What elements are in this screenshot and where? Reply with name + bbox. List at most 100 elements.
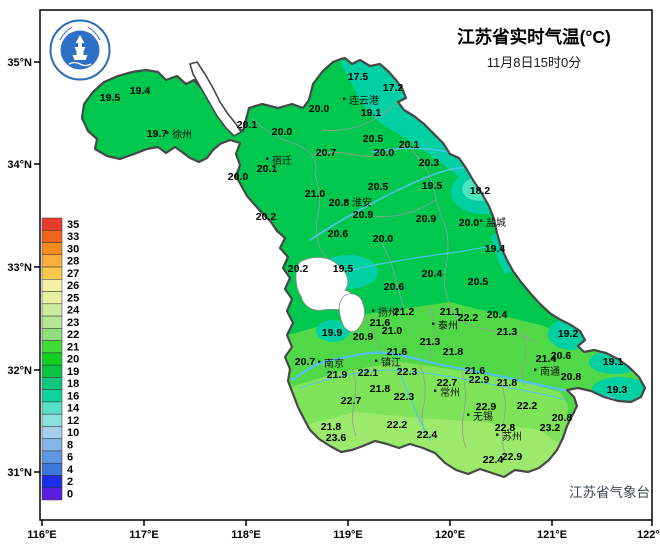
legend-value: 8 <box>67 439 73 451</box>
city-dot <box>343 97 346 100</box>
temp-label: 22.4 <box>483 454 504 466</box>
lon-tick-label: 119°E <box>333 529 362 541</box>
lon-tick-label: 116°E <box>27 529 56 541</box>
legend-swatch <box>41 254 63 268</box>
lon-axis: 116°E 117°E 118°E 119°E 120°E 121°E 122°E <box>27 520 660 541</box>
legend-swatch <box>41 340 63 354</box>
legend-value: 27 <box>67 268 79 280</box>
lon-tick-label: 118°E <box>231 529 260 541</box>
legend-swatch <box>41 230 63 243</box>
temp-label: 19.1 <box>603 356 624 368</box>
temp-label: 19.5 <box>100 92 121 104</box>
plot-frame <box>39 9 653 521</box>
timestamp: 11月8日15时0分 <box>486 55 582 70</box>
temp-label: 20.2 <box>256 211 277 223</box>
city-label: 淮安 <box>352 196 372 209</box>
province-outline <box>80 56 647 479</box>
city-dot <box>166 131 169 134</box>
legend-value: 18 <box>67 378 79 390</box>
legend-swatch <box>41 377 63 390</box>
legend-swatch <box>41 389 63 403</box>
city-label: 镇江 <box>381 356 401 369</box>
temp-label: 21.3 <box>497 326 518 338</box>
temp-label: 20.9 <box>353 331 374 343</box>
temp-label: 20.6 <box>384 281 405 293</box>
city-dot <box>266 157 269 160</box>
city-label: 徐州 <box>172 128 192 141</box>
weishan-lake <box>189 61 243 137</box>
legend-swatch <box>41 462 63 476</box>
city-dot <box>434 389 437 392</box>
temp-label: 20.0 <box>228 171 249 183</box>
lon-tick-label: 120°E <box>435 529 465 541</box>
lon-tick-label: 122°E <box>637 529 660 541</box>
legend-swatch <box>41 475 63 488</box>
temp-label: 23.2 <box>540 422 561 434</box>
legend-swatch <box>41 352 63 366</box>
legend-swatch <box>41 291 63 305</box>
temp-label: 20.0 <box>459 217 480 229</box>
temp-label: 21.1 <box>440 306 461 318</box>
city-label: 宿迁 <box>272 154 292 167</box>
temp-label: 20.1 <box>399 139 420 151</box>
page-title: 江苏省实时气温(°C) <box>457 27 611 47</box>
temp-label: 20.3 <box>419 157 440 169</box>
legend-swatch <box>41 413 63 427</box>
city-label: 扬州 <box>378 306 398 319</box>
lat-axis: 31°N 32°N 33°N 34°N 35°N <box>7 57 40 479</box>
legend-value: 12 <box>67 415 79 427</box>
temp-label: 19.7 <box>147 128 168 140</box>
lat-tick-label: 32°N <box>7 365 32 377</box>
legend-labels: 3533302827262524232221201918161412108642… <box>67 219 80 501</box>
temp-label: 18.2 <box>470 185 491 197</box>
stations-layer: 19.5 19.4 19.7 20.1 20.0 20.0 17.5 17.2 19.1 20.5… <box>100 71 628 466</box>
temp-label: 20.9 <box>416 213 437 225</box>
temp-label: 22.4 <box>417 429 438 441</box>
temp-label: 20.8 <box>561 371 582 383</box>
temp-label: 21.8 <box>321 421 342 433</box>
temp-label: 21.0 <box>382 325 403 337</box>
city-dot <box>534 368 537 371</box>
temp-label: 20.1 <box>237 119 258 131</box>
city-label: 南京 <box>324 357 344 370</box>
legend-swatch <box>41 315 63 329</box>
legend-value: 6 <box>67 452 73 464</box>
legend-swatch <box>41 266 63 280</box>
temp-label: 22.2 <box>387 419 408 431</box>
temp-label: 20.6 <box>551 350 572 362</box>
temp-label: 20.7 <box>295 356 316 368</box>
legend-swatch <box>41 364 63 378</box>
source-label: 江苏省气象台 <box>569 485 650 500</box>
legend-value: 21 <box>67 341 79 353</box>
temp-label: 19.2 <box>558 328 579 340</box>
temp-label: 22.7 <box>437 377 458 389</box>
temp-label: 22.9 <box>469 374 490 386</box>
legend-swatch <box>41 279 63 292</box>
temp-label: 21.6 <box>465 365 486 377</box>
legend-value: 10 <box>67 427 79 439</box>
logo-waves-icon <box>68 61 92 67</box>
temp-label: 21.6 <box>387 346 408 358</box>
legend-value: 19 <box>67 366 79 378</box>
legend-swatch <box>41 426 63 439</box>
logo-ring-marks <box>59 26 101 41</box>
legend-value: 4 <box>67 464 74 476</box>
temp-label: 22.3 <box>397 366 418 378</box>
temp-label: 20.5 <box>468 276 489 288</box>
temp-label: 19.5 <box>422 180 443 192</box>
temp-label: 20.2 <box>288 263 309 275</box>
temp-label: 17.5 <box>348 71 369 83</box>
city-label: 盐城 <box>486 216 506 229</box>
temp-label: 20.4 <box>422 268 443 280</box>
temp-label: 21.2 <box>394 306 415 318</box>
temp-label: 20.8 <box>329 197 350 209</box>
temp-label: 20.4 <box>487 309 508 321</box>
lon-tick-label: 117°E <box>129 529 158 541</box>
legend-swatches <box>41 217 63 501</box>
temp-label: 22.1 <box>358 367 379 379</box>
legend-value: 33 <box>67 231 79 243</box>
city-dot <box>432 322 435 325</box>
